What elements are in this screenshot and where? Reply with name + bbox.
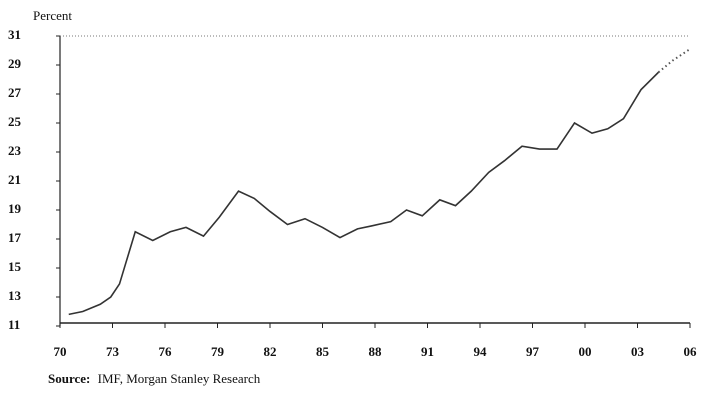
y-tick-label: 21 <box>8 172 21 187</box>
x-tick-label: 03 <box>631 344 645 359</box>
y-axis-label: Percent <box>33 8 72 23</box>
x-tick-label: 73 <box>106 344 120 359</box>
data-line <box>68 71 660 316</box>
x-tick-label: 88 <box>369 344 383 359</box>
x-tick-label: 97 <box>526 344 540 359</box>
y-tick-label: 17 <box>8 230 22 245</box>
y-tick-label: 19 <box>8 201 22 216</box>
x-tick-label: 76 <box>159 344 173 359</box>
y-tick-label: 27 <box>8 85 22 100</box>
y-tick-label: 29 <box>8 56 22 71</box>
y-tick-label: 11 <box>8 317 20 332</box>
x-tick-label: 06 <box>684 344 698 359</box>
x-tick-label: 82 <box>264 344 277 359</box>
x-tick-label: 94 <box>474 344 488 359</box>
y-tick-label: 31 <box>8 27 21 42</box>
data-line <box>657 48 691 74</box>
source-note: Source: IMF, Morgan Stanley Research <box>48 371 261 386</box>
x-tick-label: 00 <box>579 344 592 359</box>
x-tick-label: 79 <box>211 344 225 359</box>
y-tick-label: 13 <box>8 288 22 303</box>
y-tick-label: 23 <box>8 143 22 158</box>
x-tick-label: 70 <box>54 344 67 359</box>
source-label: Source: <box>48 371 90 386</box>
y-tick-label: 15 <box>8 259 22 274</box>
y-tick-label: 25 <box>8 114 22 129</box>
x-tick-label: 91 <box>421 344 434 359</box>
source-text: IMF, Morgan Stanley Research <box>98 371 261 386</box>
x-tick-label: 85 <box>316 344 330 359</box>
